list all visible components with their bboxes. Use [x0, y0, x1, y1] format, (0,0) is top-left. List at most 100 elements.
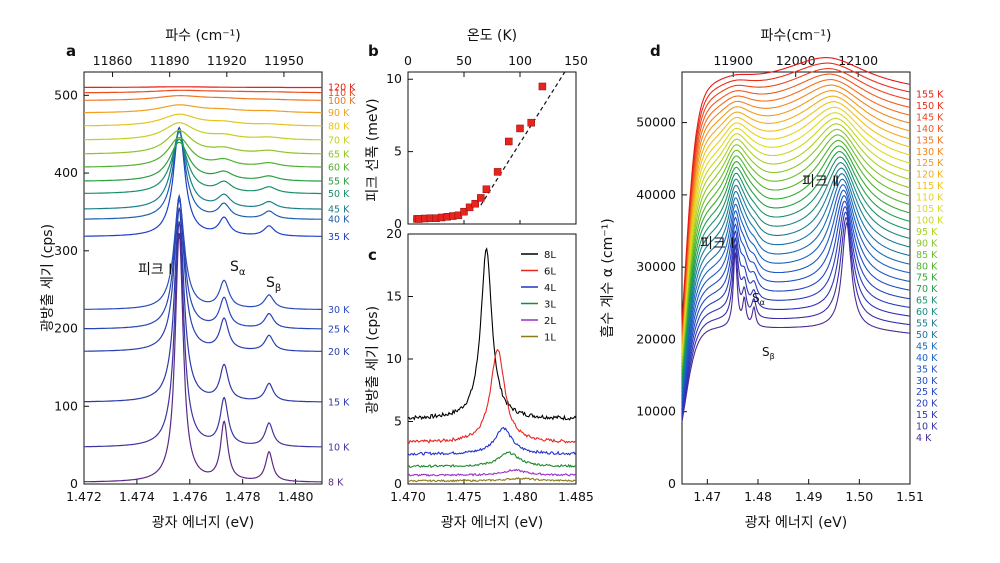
d-absorption-curve	[681, 123, 911, 360]
a-spectrum-curve	[84, 137, 322, 168]
a-temperature-label: 60 K	[328, 163, 350, 174]
d-temperature-label: 100 K	[916, 215, 944, 226]
d-temperature-label: 25 K	[916, 387, 938, 398]
b-data-point	[505, 137, 513, 146]
d-temperature-label: 125 K	[916, 158, 944, 169]
a-temperature-label: 100 K	[328, 96, 356, 107]
c-spectrum-curve	[407, 348, 577, 445]
d-absorption-curve	[681, 95, 911, 344]
panel-c-legend: 8L 6L 4L 3L 2L 1L	[521, 250, 556, 344]
d-temperature-label: 115 K	[916, 181, 944, 192]
a-temperature-label: 70 K	[328, 135, 350, 146]
b-data-point	[477, 194, 485, 202]
d-absorption-curve	[681, 62, 911, 326]
d-absorption-curve	[681, 206, 911, 412]
a-spectrum-curve	[84, 113, 322, 127]
d-temperature-label: 55 K	[916, 319, 938, 330]
d-absorption-curve	[681, 139, 911, 370]
d-s-alpha-letter: S	[752, 291, 760, 305]
panel-c-ticks: 1.470 1.475 1.480 1.485 0 5 10 15 20	[386, 226, 594, 504]
panel-d: d 파수(cm⁻¹) 광자 에너지 (eV) 흡수 계수 α (cm⁻¹) 1.…	[600, 28, 944, 531]
d-ytick-label: 30000	[636, 259, 676, 274]
a-temperature-label: 50 K	[328, 189, 350, 200]
a-temperature-label: 120 K	[328, 83, 356, 94]
d-absorption-curve	[681, 84, 911, 337]
d-temperature-label: 95 K	[916, 227, 938, 238]
panel-d-s-beta-annotation: Sβ	[762, 345, 775, 361]
panel-c-label: c	[368, 246, 377, 264]
a-temperature-label: 30 K	[328, 305, 350, 316]
d-absorption-curve	[681, 68, 911, 329]
d-absorption-curve	[681, 106, 911, 350]
c-legend-entry: 1L	[544, 333, 556, 344]
d-temperature-label: 75 K	[916, 273, 938, 284]
d-top-tick-label: 12100	[838, 53, 878, 68]
d-absorption-curve	[681, 178, 911, 395]
panel-c: c 광자 에너지 (eV) 광방출 세기 (cps) 1.470 1.475 1.4…	[365, 226, 594, 531]
c-legend-entry: 2L	[544, 316, 556, 327]
a-spectrum-curve	[84, 130, 322, 220]
d-xtick-label: 1.48	[744, 489, 772, 504]
panel-c-x-axis-label: 광자 에너지 (eV)	[441, 515, 543, 531]
d-temperature-label: 80 K	[916, 261, 938, 272]
b-data-point	[516, 124, 524, 133]
b-ytick-label: 5	[394, 144, 402, 159]
a-xtick-label: 1.476	[172, 489, 208, 504]
d-ytick-label: 40000	[636, 187, 676, 202]
a-temperature-label: 45 K	[328, 205, 350, 216]
panel-a-label: a	[66, 42, 76, 60]
d-temperature-label: 135 K	[916, 135, 944, 146]
c-legend-entry: 4L	[544, 283, 556, 294]
a-spectrum-curve	[84, 193, 323, 352]
a-spectrum-curve	[83, 233, 322, 483]
d-absorption-curve	[681, 90, 911, 341]
a-ytick-label: 0	[70, 476, 78, 491]
d-s-beta-subscript: β	[770, 352, 775, 361]
panel-b-frame	[407, 71, 577, 225]
b-xtick-label: 50	[456, 53, 472, 68]
a-temperature-label: 110 K	[328, 88, 356, 99]
d-absorption-curve	[681, 79, 911, 334]
panel-a-ticks: 1.472 1.474 1.476 1.478 1.480 0 100 200 300 400 50…	[54, 53, 313, 504]
d-temperature-label: 60 K	[916, 307, 938, 318]
panel-c-curves	[407, 247, 577, 483]
panel-b-top-axis-label: 온도 (K)	[467, 28, 517, 44]
panel-a-s-beta-annotation: Sβ	[266, 275, 281, 294]
panel-b-ticks: 0 50 100 150 0 5 10	[386, 53, 588, 231]
d-temperature-label: 85 K	[916, 250, 938, 261]
panel-a-x-axis-label: 광자 에너지 (eV)	[152, 515, 254, 531]
d-ytick-label: 50000	[636, 115, 676, 130]
d-temperature-label: 4 K	[916, 433, 932, 444]
d-absorption-curve	[681, 173, 911, 391]
d-temperature-label: 90 K	[916, 238, 938, 249]
d-temperature-label: 40 K	[916, 353, 938, 364]
d-temperature-label: 15 K	[916, 410, 938, 421]
c-ytick-label: 20	[386, 226, 402, 241]
d-temperature-label: 20 K	[916, 399, 938, 410]
a-temperature-label: 10 K	[328, 442, 350, 453]
d-absorption-curve	[681, 101, 911, 347]
d-absorption-curve	[681, 200, 911, 409]
a-spectrum-curve	[84, 95, 322, 101]
panel-a-y-axis-label: 광방출 세기 (cps)	[40, 224, 56, 332]
d-top-tick-label: 12000	[776, 53, 816, 68]
panel-a-curves	[83, 86, 323, 483]
a-xtick-label: 1.474	[119, 489, 155, 504]
a-temperature-label: 25 K	[328, 324, 350, 335]
panel-d-ticks: 1.47 1.48 1.49 1.50 1.51 0 10000 20000 30000 4000…	[636, 53, 924, 504]
a-spectrum-curve	[84, 221, 323, 448]
s-alpha-subscript: α	[239, 267, 246, 278]
a-top-tick-label: 11920	[207, 53, 247, 68]
d-absorption-curve	[681, 128, 911, 363]
c-ytick-label: 0	[394, 476, 402, 491]
d-absorption-curve	[681, 150, 911, 377]
c-spectrum-curve	[407, 468, 577, 477]
panel-b-y-axis-label: 피크 선폭 (meV)	[365, 98, 381, 201]
d-xtick-label: 1.50	[845, 489, 873, 504]
panel-b-plot	[413, 71, 566, 223]
d-temperature-label: 70 K	[916, 284, 938, 295]
c-xtick-label: 1.475	[446, 489, 482, 504]
panel-c-y-axis-label: 광방출 세기 (cps)	[365, 306, 381, 414]
a-ytick-label: 300	[54, 243, 78, 258]
a-ytick-label: 500	[54, 87, 78, 102]
